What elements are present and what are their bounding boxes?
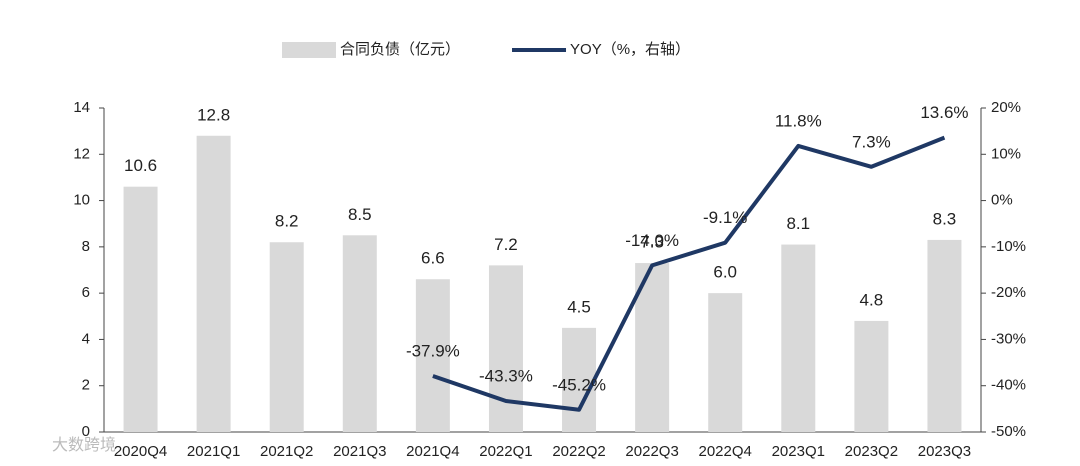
bar	[415, 279, 450, 432]
y-tick-label: 0	[82, 423, 90, 440]
bar	[342, 235, 377, 432]
bar-value-label: 8.3	[933, 209, 957, 228]
bar-value-label: 8.1	[786, 214, 810, 233]
y2-tick-label: -50%	[991, 423, 1026, 440]
line-value-label: 7.3%	[852, 132, 891, 151]
y-tick-label: 10	[73, 192, 90, 209]
line-value-label: -14.0%	[625, 231, 679, 250]
bar	[488, 265, 523, 432]
y2-tick-label: -30%	[991, 330, 1026, 347]
bar-value-label: 4.5	[567, 297, 591, 316]
bar-value-label: 6.6	[421, 249, 445, 268]
y2-tick-label: 20%	[991, 99, 1021, 116]
y-tick-label: 6	[82, 284, 90, 301]
bar	[781, 244, 816, 432]
line-value-label: -43.3%	[479, 366, 533, 385]
x-tick-label: 2023Q1	[772, 443, 825, 460]
x-tick-label: 2023Q2	[845, 443, 898, 460]
bar-value-label: 8.5	[348, 205, 372, 224]
bar	[927, 239, 962, 432]
y-tick-label: 4	[82, 330, 90, 347]
line-value-label: -45.2%	[552, 375, 606, 394]
x-tick-label: 2023Q3	[918, 443, 971, 460]
y-tick-label: 14	[73, 99, 90, 116]
bar	[854, 320, 889, 432]
legend-swatch	[282, 42, 336, 58]
x-tick-label: 2021Q1	[187, 443, 240, 460]
bar	[123, 186, 158, 432]
bar-value-label: 8.2	[275, 212, 299, 231]
legend-label: YOY（%，右轴）	[570, 41, 690, 58]
y-tick-label: 12	[73, 145, 90, 162]
x-tick-label: 2022Q1	[479, 443, 532, 460]
y2-tick-label: 10%	[991, 145, 1021, 162]
line-value-label: 13.6%	[920, 103, 968, 122]
line	[432, 135, 946, 412]
x-tick-label: 2022Q2	[552, 443, 605, 460]
bar-value-label: 4.8	[860, 290, 884, 309]
y2-tick-label: -20%	[991, 284, 1026, 301]
y2-tick-label: 0%	[991, 192, 1013, 209]
watermark: 大数跨境	[52, 435, 116, 454]
line-value-label: -9.1%	[703, 208, 747, 227]
x-tick-label: 2021Q2	[260, 443, 313, 460]
legend-label: 合同负债（亿元）	[340, 41, 460, 58]
bar-value-label: 12.8	[197, 105, 230, 124]
bar-value-label: 10.6	[124, 156, 157, 175]
bar	[269, 242, 304, 432]
x-tick-label: 2022Q3	[625, 443, 678, 460]
x-tick-label: 2022Q4	[699, 443, 752, 460]
bar	[196, 135, 231, 432]
y-tick-label: 2	[82, 377, 90, 394]
bar	[708, 293, 743, 432]
bar	[562, 327, 597, 432]
x-tick-label: 2021Q3	[333, 443, 386, 460]
line-value-label: 11.8%	[775, 111, 822, 130]
bar-value-label: 7.3	[640, 233, 664, 252]
bar-value-label: 7.2	[494, 235, 518, 254]
y2-tick-label: -40%	[991, 377, 1026, 394]
x-tick-label: 2021Q4	[406, 443, 459, 460]
line-value-label: -37.9%	[406, 341, 460, 360]
y2-tick-label: -10%	[991, 238, 1026, 255]
x-tick-label: 2020Q4	[114, 443, 167, 460]
y-tick-label: 8	[82, 238, 90, 255]
bar-value-label: 6.0	[713, 263, 737, 282]
